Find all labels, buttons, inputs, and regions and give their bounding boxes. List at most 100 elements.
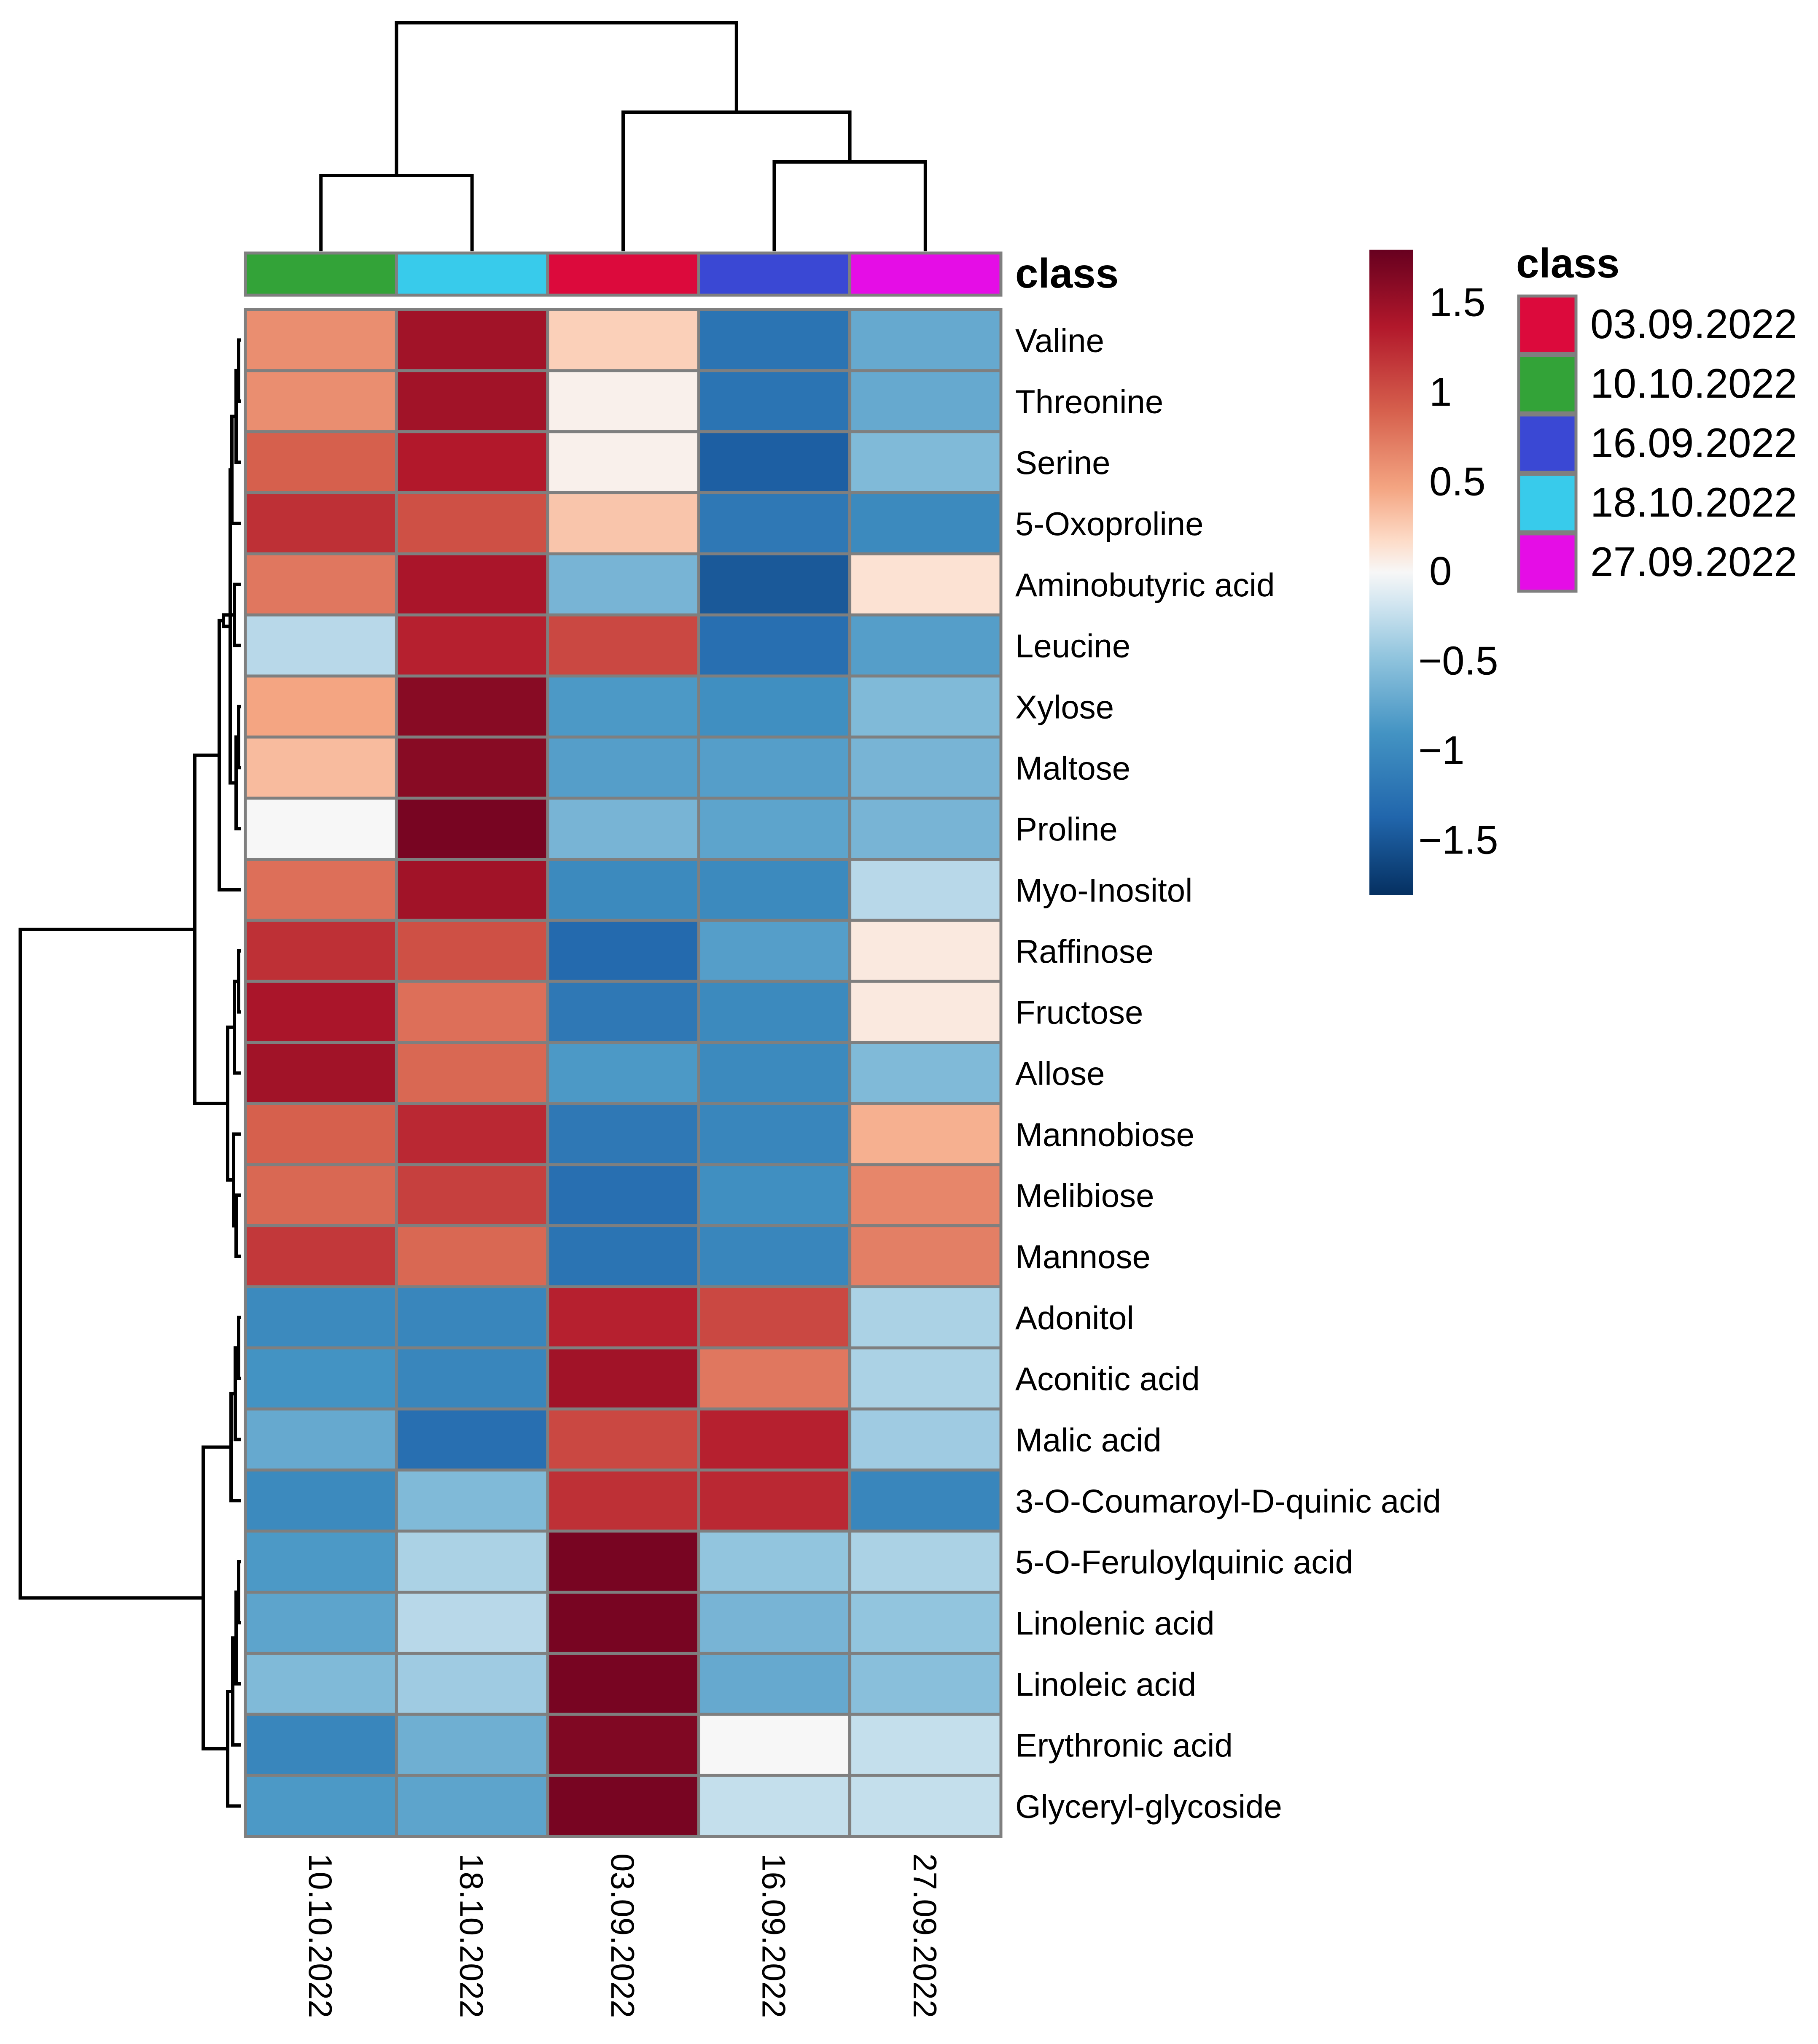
heatmap-cell bbox=[395, 1224, 549, 1288]
column-label: 03.09.2022 bbox=[604, 1853, 641, 2018]
row-label: Raffinose bbox=[1015, 933, 1154, 970]
row-label: Proline bbox=[1015, 811, 1118, 848]
row-dendrogram-branch bbox=[237, 338, 241, 403]
legend-swatch bbox=[1517, 413, 1578, 474]
heatmap-cell bbox=[848, 735, 1003, 800]
annotation-cell bbox=[244, 251, 398, 297]
column-dendrogram-branch bbox=[772, 160, 927, 251]
heatmap-cell bbox=[395, 1163, 549, 1228]
heatmap-cell bbox=[546, 1224, 700, 1288]
heatmap-cell bbox=[244, 1163, 398, 1228]
row-dendrogram-branch bbox=[237, 705, 241, 770]
row-dendrogram-branch bbox=[237, 949, 241, 1014]
heatmap-cell bbox=[848, 430, 1003, 495]
heatmap-cell bbox=[697, 613, 852, 678]
heatmap-cell bbox=[395, 308, 549, 372]
color-scale-gradient bbox=[1369, 250, 1413, 895]
row-label: Melibiose bbox=[1015, 1177, 1154, 1214]
heatmap-cell bbox=[848, 1774, 1003, 1838]
heatmap-cell bbox=[697, 1285, 852, 1349]
heatmap-cell bbox=[848, 674, 1003, 739]
row-dendrogram-branch bbox=[19, 927, 203, 1600]
annotation-cell bbox=[546, 251, 700, 297]
color-scale-tick-label: −1 bbox=[1418, 728, 1464, 773]
heatmap-cell bbox=[697, 1468, 852, 1533]
row-label: Erythronic acid bbox=[1015, 1727, 1233, 1764]
heatmap-cell bbox=[546, 674, 700, 739]
heatmap-cell bbox=[244, 858, 398, 922]
heatmap-cell bbox=[848, 797, 1003, 861]
legend-swatch bbox=[1517, 354, 1578, 415]
heatmap-cell bbox=[848, 1346, 1003, 1411]
heatmap-cell bbox=[395, 1530, 549, 1594]
heatmap-cell bbox=[395, 613, 549, 678]
heatmap-cell bbox=[697, 1407, 852, 1472]
heatmap-cell bbox=[395, 797, 549, 861]
color-scale-tick-label: −0.5 bbox=[1418, 638, 1498, 684]
row-label: Mannobiose bbox=[1015, 1116, 1194, 1153]
heatmap-cell bbox=[244, 735, 398, 800]
color-scale: 1.5 1 0.5 0 −0.5 −1 −1.5 bbox=[1369, 250, 1498, 895]
heatmap-cell bbox=[395, 1041, 549, 1105]
heatmap-cell bbox=[697, 552, 852, 617]
heatmap-cell bbox=[697, 674, 852, 739]
heatmap-cell bbox=[546, 1346, 700, 1411]
heatmap-cell bbox=[848, 980, 1003, 1044]
heatmap-cell bbox=[546, 491, 700, 555]
heatmap-cell bbox=[395, 674, 549, 739]
heatmap-cell bbox=[244, 1407, 398, 1472]
heatmap-cell bbox=[244, 1285, 398, 1349]
row-label: Adonitol bbox=[1015, 1299, 1134, 1336]
row-label: Fructose bbox=[1015, 994, 1143, 1031]
heatmap-cell bbox=[697, 430, 852, 495]
heatmap-cell bbox=[395, 1591, 549, 1655]
heatmap-cell bbox=[546, 1713, 700, 1777]
legend-title: class bbox=[1516, 240, 1619, 286]
row-label: Valine bbox=[1015, 322, 1104, 359]
row-label: Aminobutyric acid bbox=[1015, 566, 1275, 603]
legend-label: 03.09.2022 bbox=[1590, 301, 1797, 347]
heatmap-cell bbox=[244, 1774, 398, 1838]
column-labels: 10.10.2022 18.10.2022 03.09.2022 16.09.2022… bbox=[302, 1853, 944, 2018]
row-label: Threonine bbox=[1015, 383, 1163, 420]
column-label: 16.09.2022 bbox=[755, 1853, 792, 2018]
heatmap-cell bbox=[395, 918, 549, 983]
heatmap-cell bbox=[697, 1591, 852, 1655]
heatmap-cell bbox=[848, 1041, 1003, 1105]
heatmap-cell bbox=[848, 552, 1003, 617]
color-scale-tick-label: −1.5 bbox=[1418, 818, 1498, 863]
heatmap-cell bbox=[546, 1285, 700, 1349]
heatmap-cell bbox=[848, 1530, 1003, 1594]
column-label: 18.10.2022 bbox=[453, 1853, 490, 2018]
heatmap-cell bbox=[546, 918, 700, 983]
legend-label: 18.10.2022 bbox=[1590, 479, 1797, 525]
color-scale-tick-label: 1 bbox=[1429, 369, 1452, 415]
heatmap-cell bbox=[546, 308, 700, 372]
legend-swatch bbox=[1517, 473, 1578, 533]
row-dendrogram-branch bbox=[237, 1560, 241, 1625]
row-label: Malic acid bbox=[1015, 1422, 1162, 1459]
heatmap-cell bbox=[395, 369, 549, 434]
heatmap-cell bbox=[546, 1102, 700, 1166]
row-label: Linolenic acid bbox=[1015, 1605, 1215, 1642]
heatmap-cell bbox=[546, 1530, 700, 1594]
heatmap-cell bbox=[697, 1102, 852, 1166]
heatmap-cell bbox=[244, 1041, 398, 1105]
heatmap-cell bbox=[546, 552, 700, 617]
row-dendrogram bbox=[19, 338, 241, 1808]
heatmap-cell bbox=[244, 552, 398, 617]
heatmap-cell bbox=[697, 491, 852, 555]
column-dendrogram-branch bbox=[621, 110, 852, 251]
annotation-cell bbox=[848, 251, 1003, 297]
row-label: Serine bbox=[1015, 444, 1110, 481]
column-label: 10.10.2022 bbox=[302, 1853, 339, 2018]
color-scale-tick-label: 0.5 bbox=[1429, 459, 1485, 504]
heatmap-cell bbox=[395, 430, 549, 495]
heatmap-cell bbox=[697, 797, 852, 861]
row-label: Linoleic acid bbox=[1015, 1666, 1196, 1703]
heatmap-cell bbox=[848, 1224, 1003, 1288]
heatmap-cell bbox=[848, 1651, 1003, 1716]
legend-swatch bbox=[1517, 532, 1578, 593]
